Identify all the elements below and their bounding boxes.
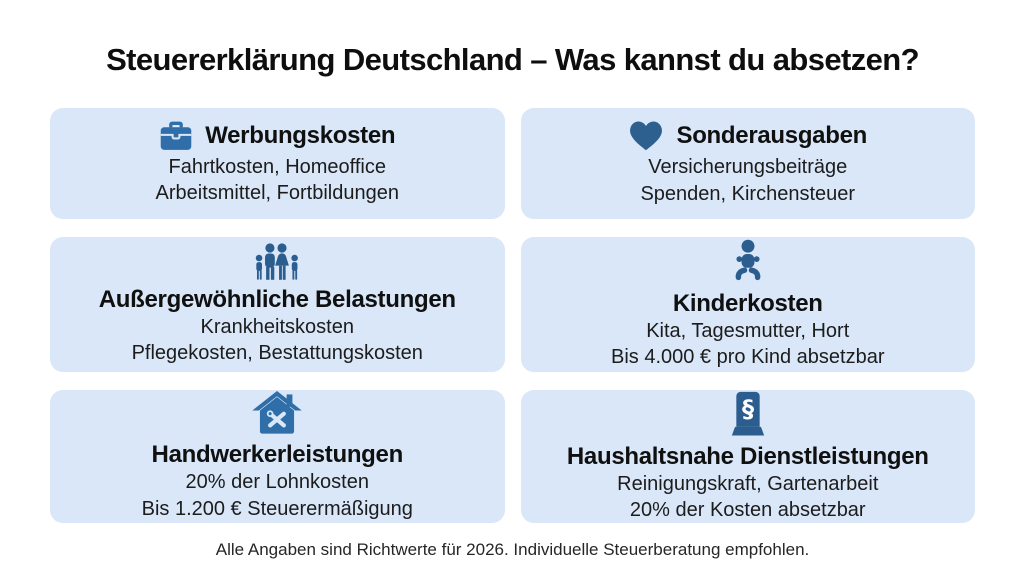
card-title: Handwerkerleistungen (151, 441, 404, 468)
card-haushaltsnahe-dienstleistungen: § Haushaltsnahe Dienstleistungen Reinigu… (520, 390, 975, 523)
house-tools-icon (252, 391, 302, 435)
card-line: Pflegekosten, Bestattungskosten (131, 342, 423, 364)
card-line: Reinigungskraft, Gartenarbeit (617, 472, 879, 495)
card-line: Spenden, Kirchensteuer (640, 182, 856, 205)
card-line: 20% der Kosten absetzbar (629, 499, 866, 521)
paragraph-stamp-icon: § (728, 390, 768, 437)
card-title: Außergewöhnliche Belastungen (98, 285, 456, 313)
page-title: Steuererklärung Deutschland – Was kannst… (106, 42, 919, 77)
card-line: Arbeitsmittel, Fortbildungen (155, 182, 399, 204)
card-kinderkosten: Kinderkosten Kita, Tagesmutter, Hort Bis… (520, 237, 975, 372)
card-title: Werbungskosten (205, 121, 396, 149)
card-line: Versicherungsbeiträge (648, 156, 848, 178)
baby-icon (730, 239, 766, 284)
card-line: Fahrtkosten, Homeoffice (168, 155, 386, 178)
cards-grid: Werbungskosten Fahrtkosten, Homeoffice A… (50, 108, 975, 523)
family-icon (253, 242, 301, 280)
infographic: Steuererklärung Deutschland – Was kannst… (0, 42, 1024, 572)
card-line: Bis 1.200 € Steuerermäßigung (141, 497, 413, 520)
card-title: Sonderausgaben (676, 121, 867, 149)
briefcase-icon (159, 121, 193, 151)
heart-icon (628, 120, 664, 151)
card-line: Kita, Tagesmutter, Hort (646, 319, 850, 342)
svg-text:§: § (742, 395, 754, 423)
card-aussergewoehnliche-belastungen: Außergewöhnliche Belastungen Krankheitsk… (50, 237, 505, 372)
card-handwerkerleistungen: Handwerkerleistungen 20% der Lohnkosten … (50, 390, 505, 523)
card-title-row: Sonderausgaben (628, 120, 867, 151)
card-title: Kinderkosten (672, 289, 823, 317)
footer-disclaimer: Alle Angaben sind Richtwerte für 2026. I… (215, 540, 810, 559)
card-line: 20% der Lohnkosten (185, 471, 369, 493)
card-sonderausgaben: Sonderausgaben Versicherungsbeiträge Spe… (520, 108, 975, 219)
card-title: Haushaltsnahe Dienstleistungen (566, 442, 929, 470)
card-line: Krankheitskosten (200, 315, 354, 338)
card-werbungskosten: Werbungskosten Fahrtkosten, Homeoffice A… (50, 108, 505, 219)
card-line: Bis 4.000 € pro Kind absetzbar (610, 346, 885, 368)
card-title-row: Werbungskosten (159, 121, 396, 151)
